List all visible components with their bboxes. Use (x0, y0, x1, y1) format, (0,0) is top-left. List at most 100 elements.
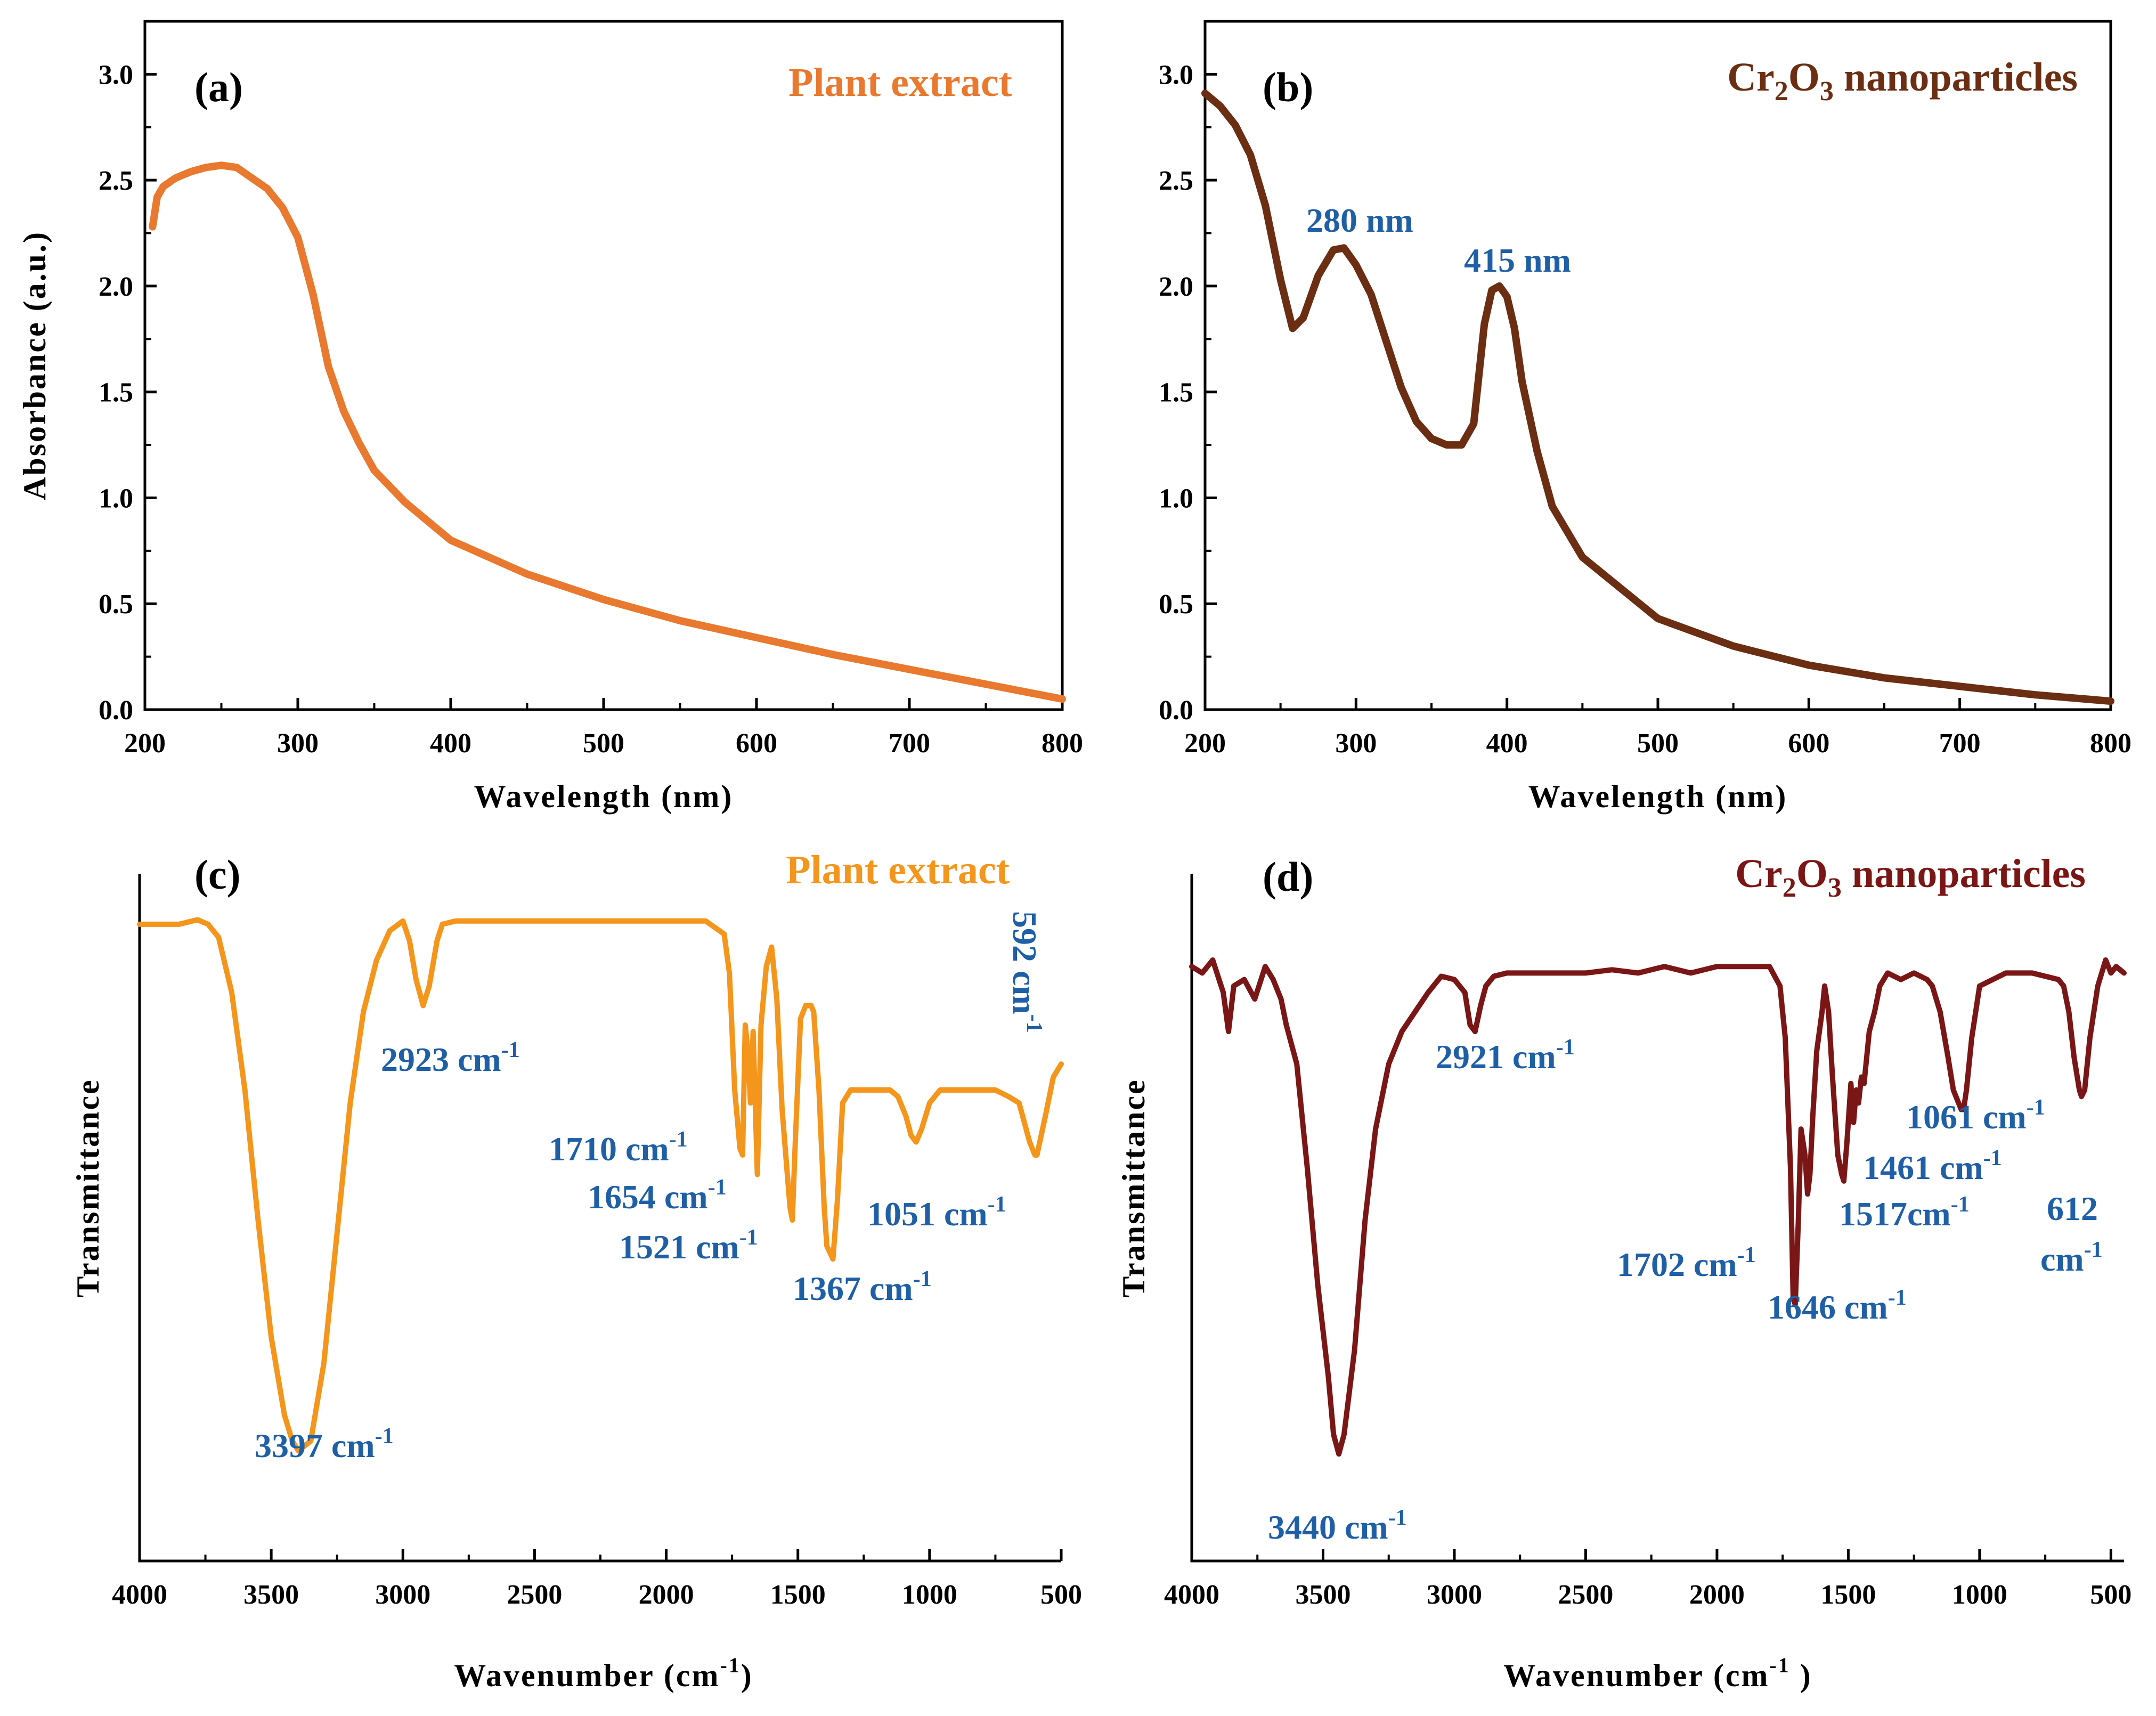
panel-d-ann-1461-text: 1461 cm (1863, 1149, 1983, 1186)
panel-b-ytick-label: 0.5 (1159, 589, 1193, 620)
panel-a-xtick-label: 600 (736, 728, 777, 759)
panel-d-xtick-label: 3500 (1295, 1580, 1350, 1610)
panel-d-xlabel-main: Wavenumber (cm (1503, 1658, 1769, 1693)
panel-b-ytick-label: 0.0 (1159, 695, 1193, 726)
panel-d-ann-1702-sup: -1 (1737, 1243, 1756, 1267)
panel-c-ann-592-sup: -1 (1022, 1014, 1046, 1033)
panel-d-xlabel-close: ) (1791, 1658, 1812, 1693)
panel-d-title-cr: Cr (1735, 851, 1783, 896)
panel-b-xtick-label: 500 (1637, 728, 1679, 759)
panel-d-title: Cr2O3 nanoparticles (1735, 851, 2086, 903)
panel-a-xtick-label: 400 (430, 728, 471, 759)
panel-d-xtick-label: 500 (2090, 1580, 2131, 1610)
panel-c-xlabel-close: ) (741, 1658, 753, 1693)
panel-a-ytick-label: 1.5 (99, 378, 133, 408)
panel-c-ticks: 4000 3500 3000 2500 2000 1500 1000 500 (112, 1549, 1082, 1610)
panel-b-annotation-280: 280 nm (1306, 201, 1413, 239)
panel-d-annotation-2921: 2921 cm-1 (1436, 1035, 1575, 1076)
panel-c-xtick-label: 1000 (902, 1580, 957, 1610)
panel-d-xlabel: Wavenumber (cm-1 ) (1503, 1653, 1812, 1693)
panel-d-xtick-label: 1500 (1820, 1580, 1876, 1610)
panel-c-ann-2923-sup: -1 (501, 1038, 520, 1062)
panel-c-series-line (137, 917, 1064, 1454)
panel-c-annotation-592: 592 cm-1 (1006, 911, 1046, 1033)
panel-b-ytick-label: 1.5 (1159, 378, 1193, 408)
panel-d-title-sub2: 2 (1783, 873, 1796, 903)
panel-b: 200 300 400 500 600 700 800 0.0 0.5 1.0 1.5 2.0 2.5 3… (1159, 20, 2131, 814)
panel-c-xtick-label: 3000 (375, 1580, 430, 1610)
panel-b-frame (1203, 20, 2112, 711)
panel-c-ann-2923-text: 2923 cm (381, 1040, 501, 1078)
panel-d-xtick-label: 1000 (1952, 1580, 2007, 1610)
panel-a-ytick-label: 2.5 (99, 166, 133, 196)
panel-c-xlabel-sup: -1 (720, 1653, 741, 1677)
panel-b-title-rest: nanoparticles (1834, 55, 2078, 100)
panel-c-ann-1521-text: 1521 cm (619, 1228, 739, 1266)
panel-b-title-o: O (1788, 55, 1820, 100)
panel-d-ticks: 4000 3500 3000 2500 2000 1500 1000 500 (1164, 1549, 2131, 1610)
panel-d-title-rest: nanoparticles (1842, 851, 2086, 896)
panel-c-ann-1654-text: 1654 cm (588, 1178, 708, 1216)
panel-c-ann-1710-text: 1710 cm (549, 1130, 669, 1168)
panel-b-ytick-label: 2.5 (1159, 166, 1193, 196)
panel-b-xtick-label: 700 (1939, 728, 1981, 759)
panel-c-ann-1367-text: 1367 cm (793, 1270, 913, 1307)
panel-d-label: (d) (1263, 853, 1313, 900)
panel-a-xtick-label: 700 (889, 728, 930, 759)
panel-d-ann-1461-sup: -1 (1983, 1146, 2002, 1170)
panel-d-ann-612-text: 612 (2047, 1190, 2098, 1227)
panel-b-xtick-label: 400 (1486, 728, 1528, 759)
panel-d-ann-612-unit-sup: -1 (2084, 1238, 2103, 1262)
panel-d-ann-612-unit-text: cm (2040, 1240, 2084, 1278)
panel-b-ytick-label: 3.0 (1159, 60, 1193, 90)
panel-d-annotation-612-unit: cm-1 (2040, 1238, 2103, 1278)
panel-c-annotation-1051: 1051 cm-1 (867, 1192, 1006, 1233)
panel-c-ann-1051-text: 1051 cm (867, 1195, 988, 1233)
panel-c-ylabel: Transmittance (70, 1078, 105, 1297)
panel-d-ann-2921-sup: -1 (1556, 1035, 1575, 1060)
panel-c: 4000 3500 3000 2500 2000 1500 1000 500 (c) Plan… (70, 848, 1082, 1693)
panel-b-title: Cr2O3 nanoparticles (1727, 55, 2078, 107)
panel-d-xtick-label: 2500 (1558, 1580, 1613, 1610)
panel-c-annotation-1367: 1367 cm-1 (793, 1267, 932, 1307)
panel-d-annotation-3440: 3440 cm-1 (1268, 1506, 1407, 1546)
panel-c-xtick-label: 3500 (243, 1580, 299, 1610)
panel-d-annotation-1061: 1061 cm-1 (1906, 1095, 2045, 1136)
panel-d-ann-1061-sup: -1 (2027, 1095, 2045, 1120)
panel-a-label: (a) (194, 64, 243, 110)
panel-b-xtick-label: 600 (1788, 728, 1829, 759)
panel-d-ann-3440-text: 3440 cm (1268, 1508, 1388, 1546)
panel-d-ann-1517-sup: -1 (1951, 1192, 1970, 1217)
panel-a-xtick-label: 300 (277, 728, 319, 759)
panel-d-xtick-label: 3000 (1427, 1580, 1482, 1610)
panel-a-series-line (149, 161, 1066, 703)
panel-c-annotation-3397: 3397 cm-1 (255, 1424, 394, 1465)
panel-c-ann-1051-sup: -1 (988, 1192, 1006, 1217)
panel-c-ann-1654-sup: -1 (708, 1175, 727, 1200)
panel-d-ann-1646-sup: -1 (1888, 1286, 1907, 1310)
panel-c-annotation-1710: 1710 cm-1 (549, 1127, 688, 1168)
panel-c-xlabel-main: Wavenumber (cm (454, 1658, 720, 1693)
panel-d-ann-2921-text: 2921 cm (1436, 1038, 1556, 1076)
panel-a-ytick-label: 0.0 (99, 695, 133, 726)
panel-b-annotation-415: 415 nm (1464, 241, 1571, 279)
panel-b-ticks: 200 300 400 500 600 700 800 0.0 0.5 1.0 1.5 2.0 2.5 3… (1159, 60, 2131, 759)
panel-c-ann-1710-sup: -1 (669, 1127, 688, 1152)
panel-d-series-line (1189, 957, 2127, 1457)
panel-c-xtick-label: 2500 (507, 1580, 562, 1610)
panel-d-title-o: O (1796, 851, 1828, 896)
panel-b-label: (b) (1263, 64, 1313, 110)
panel-c-annotation-1654: 1654 cm-1 (588, 1175, 727, 1216)
panel-d-annotation-1461: 1461 cm-1 (1863, 1146, 2002, 1186)
panel-d-ann-1646-text: 1646 cm (1768, 1288, 1888, 1326)
panel-d-annotation-1702: 1702 cm-1 (1617, 1243, 1756, 1283)
panel-a-ytick-label: 1.0 (99, 483, 133, 514)
panel-b-title-sub2: 2 (1775, 76, 1788, 107)
panel-a: 200 300 400 500 600 700 800 0.0 0.5 1.0 1.5 2.0 2.5 3… (17, 20, 1083, 814)
panel-b-ytick-label: 1.0 (1159, 483, 1193, 514)
panel-a-title: Plant extract (788, 60, 1012, 105)
panel-c-annotation-1521: 1521 cm-1 (619, 1225, 758, 1266)
panel-c-ann-3397-sup: -1 (375, 1424, 394, 1449)
panel-c-xtick-label: 4000 (112, 1580, 167, 1610)
panel-c-ann-1521-sup: -1 (739, 1225, 758, 1250)
